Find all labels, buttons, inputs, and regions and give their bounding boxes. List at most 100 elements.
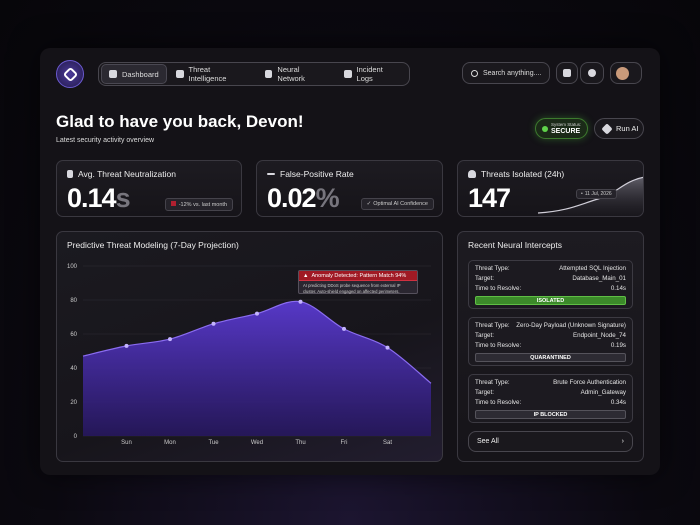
field-label: Target: xyxy=(475,332,494,339)
field-label: Time to Resolve: xyxy=(475,399,522,406)
y-tick-label: 0 xyxy=(74,434,78,440)
tooltip-text: 11 Jul, 2026 xyxy=(584,191,612,197)
field-value: 0.19s xyxy=(610,342,626,349)
nav-label: Incident Logs xyxy=(356,65,383,83)
intercept-row: Target: Endpoint_Node_74 xyxy=(475,332,626,339)
search-box[interactable]: Search anything.... xyxy=(462,62,550,84)
stat-card: Avg. Threat Neutralization 0.14s -12% vs… xyxy=(56,160,242,217)
field-value: Endpoint_Node_74 xyxy=(573,332,626,339)
notifications-button[interactable] xyxy=(556,62,578,84)
see-all-label: See All xyxy=(477,438,499,445)
tooltip-dot: • xyxy=(581,191,583,197)
data-point xyxy=(342,326,346,331)
search-icon xyxy=(471,69,478,77)
intercept-item: Threat Type: Brute Force Authentication Ta… xyxy=(468,374,633,423)
status-tag: ISOLATED xyxy=(475,296,626,305)
stat-number: 0.14 xyxy=(67,183,117,213)
stat-title: False-Positive Rate xyxy=(267,169,354,179)
field-label: Time to Resolve: xyxy=(475,342,522,349)
intercept-item: Threat Type: Attempted SQL Injection Targe… xyxy=(468,260,633,309)
x-tick-label: Tue xyxy=(208,440,219,446)
nav-label: Dashboard xyxy=(122,69,159,79)
y-tick-label: 20 xyxy=(70,400,77,406)
nav-icon xyxy=(343,70,352,78)
search-placeholder: Search anything.... xyxy=(483,69,542,77)
status-value: SECURE xyxy=(551,128,581,135)
badge-icon xyxy=(170,201,176,206)
badge-text: Optimal AI Confidence xyxy=(373,201,428,207)
intercepts-title: Recent Neural Intercepts xyxy=(468,240,563,250)
data-point xyxy=(255,311,259,316)
status-tag: QUARANTINED xyxy=(475,353,626,362)
stat-card: Threats Isolated (24h) 147 • 11 Jul, 2026 xyxy=(457,160,644,217)
stat-icon xyxy=(468,170,476,178)
sparkline xyxy=(537,176,643,216)
field-label: Target: xyxy=(475,275,494,282)
field-label: Threat Type: xyxy=(475,265,510,272)
x-tick-label: Sun xyxy=(121,440,132,446)
field-value: 0.34s xyxy=(610,399,626,406)
annotation-title: ▲ Anomaly Detected: Pattern Match 94% xyxy=(299,271,417,281)
stat-unit: s xyxy=(115,183,131,213)
y-tick-label: 100 xyxy=(67,264,78,270)
system-status: System Status: SECURE xyxy=(535,118,588,139)
subtitle: Latest security activity overview xyxy=(56,137,155,144)
logo-mark xyxy=(62,66,79,83)
x-tick-label: Thu xyxy=(295,440,305,446)
chevron: › xyxy=(621,438,624,445)
settings-button[interactable] xyxy=(580,62,604,84)
see-all-button[interactable]: See All › xyxy=(468,431,633,452)
field-value: Attempted SQL Injection xyxy=(559,265,626,272)
nav-item[interactable]: Incident Logs xyxy=(337,64,407,84)
nav-icon xyxy=(175,70,184,78)
annotation-title-text: Anomaly Detected: Pattern Match 94% xyxy=(311,272,407,279)
bell-icon xyxy=(563,69,571,77)
gear-icon xyxy=(588,69,596,77)
y-tick-label: 40 xyxy=(70,366,77,372)
chart-title: Predictive Threat Modeling (7-Day Projec… xyxy=(67,240,239,250)
sparkline-line xyxy=(537,176,643,214)
nav-item[interactable]: Neural Network xyxy=(258,64,335,84)
sparkline-tooltip: • 11 Jul, 2026 xyxy=(576,189,617,199)
logo[interactable] xyxy=(56,60,84,88)
nav-item[interactable]: Threat Intelligence xyxy=(169,64,256,84)
run-ai-button[interactable]: Run AI xyxy=(594,118,644,139)
intercept-row: Threat Type: Attempted SQL Injection xyxy=(475,265,626,272)
dashboard-panel: Dashboard Threat Intelligence Neural Net… xyxy=(40,48,660,475)
data-point xyxy=(385,345,390,350)
stat-title-text: Threats Isolated (24h) xyxy=(481,169,565,179)
stat-value: 0.14s xyxy=(67,183,131,214)
field-value: 0.14s xyxy=(610,285,626,292)
chart: 0 20 40 60 80 100 Sun Mon Tue Wed Thu Fri Sat xyxy=(67,264,432,446)
avatar xyxy=(616,67,629,80)
field-label: Threat Type: xyxy=(475,379,510,386)
stat-icon xyxy=(67,170,73,178)
stat-icon xyxy=(267,173,275,175)
field-label: Target: xyxy=(475,389,494,396)
x-tick-label: Fri xyxy=(341,440,348,446)
nav-item[interactable]: Dashboard xyxy=(101,64,167,84)
nav-icon xyxy=(264,70,273,78)
stat-number: 0.02 xyxy=(267,183,317,213)
data-point xyxy=(168,337,172,342)
chart-card: Predictive Threat Modeling (7-Day Projec… xyxy=(56,231,443,462)
x-tick-label: Sat xyxy=(383,440,392,446)
stat-number: 147 xyxy=(468,183,511,213)
stat-value: 0.02% xyxy=(267,183,340,214)
x-tick-label: Wed xyxy=(251,440,263,446)
stat-badge: ✓ Optimal AI Confidence xyxy=(360,198,434,210)
intercept-row: Target: Admin_Gateway xyxy=(475,389,626,396)
x-tick-label: Mon xyxy=(164,440,176,446)
status-label: System Status: xyxy=(551,122,582,127)
nav-label: Threat Intelligence xyxy=(188,65,227,83)
intercept-row: Time to Resolve: 0.19s xyxy=(475,342,626,349)
stat-title: Threats Isolated (24h) xyxy=(468,169,564,179)
intercept-row: Threat Type: Brute Force Authentication xyxy=(475,379,626,386)
intercept-row: Time to Resolve: 0.34s xyxy=(475,399,626,406)
field-label: Time to Resolve: xyxy=(475,285,522,292)
profile-button[interactable] xyxy=(610,62,642,84)
nav-bar: Dashboard Threat Intelligence Neural Net… xyxy=(98,62,410,86)
stat-unit: % xyxy=(315,183,340,213)
intercept-item: Threat Type: Zero-Day Payload (Unknown Si… xyxy=(468,317,633,366)
